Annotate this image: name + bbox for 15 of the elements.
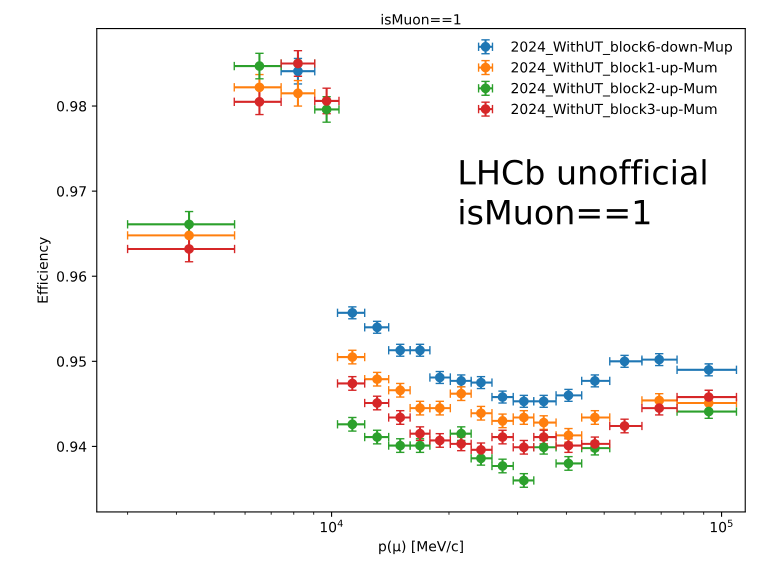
y-axis-title: Efficiency bbox=[37, 237, 51, 302]
x-tick-label: 10$^{4}$ bbox=[320, 520, 343, 532]
y-tick-label: 0.97 bbox=[57, 186, 86, 197]
y-tick-label: 0.95 bbox=[57, 356, 86, 367]
y-tick-label: 0.96 bbox=[57, 271, 86, 282]
legend-label: 2024_WithUT_block2-up-Mum bbox=[512, 82, 716, 96]
annotation: LHCb unofficial isMuon==1 bbox=[460, 159, 706, 225]
y-tick-label: 0.98 bbox=[57, 101, 86, 112]
legend-label: 2024_WithUT_block6-down-Mup bbox=[512, 41, 732, 55]
legend-label: 2024_WithUT_block1-up-Mum bbox=[512, 62, 716, 76]
chart-title: isMuon==1 bbox=[382, 14, 460, 25]
y-tick-label: 0.94 bbox=[57, 441, 86, 452]
x-axis-title: p(μ) [MeV/c] bbox=[379, 540, 463, 554]
x-tick-label: 10$^{5}$ bbox=[710, 520, 732, 532]
legend-label: 2024_WithUT_block3-up-Mum bbox=[512, 103, 716, 118]
